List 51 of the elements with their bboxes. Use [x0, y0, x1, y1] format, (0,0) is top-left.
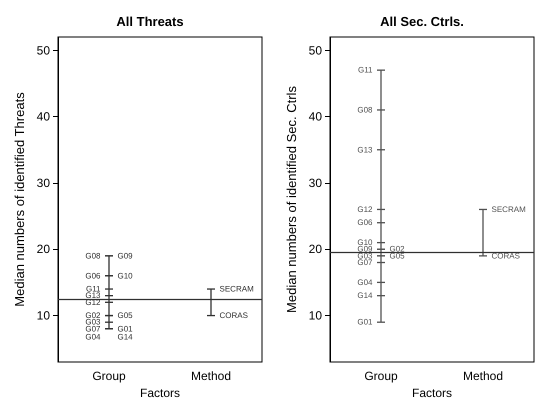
x-tick-label: Group: [364, 369, 398, 383]
y-tick-label: 20: [308, 242, 322, 256]
y-tick-label: 30: [308, 176, 322, 190]
data-label: G14: [357, 291, 374, 300]
y-tick-label: 50: [36, 43, 50, 58]
data-label: G06: [357, 218, 374, 228]
y-axis-title: Median numbers of identified Threats: [12, 92, 27, 307]
data-label: G10: [357, 238, 374, 248]
data-label: G14: [118, 332, 134, 342]
x-axis-title: Factors: [412, 386, 452, 400]
data-label: G13: [85, 291, 102, 300]
data-label: G04: [85, 332, 102, 342]
data-label: G11: [358, 66, 374, 75]
data-label: SECRAM: [492, 204, 526, 214]
data-label: G08: [85, 251, 102, 260]
y-tick-label: 50: [308, 43, 322, 58]
x-axis-title: Factors: [140, 386, 180, 400]
data-label: G09: [118, 251, 134, 260]
data-label: SECRAM: [220, 284, 254, 294]
chart-title: All Threats: [116, 14, 184, 29]
data-label: G07: [357, 258, 374, 268]
data-label: G12: [357, 204, 374, 214]
data-label: G07: [85, 324, 102, 334]
data-label: G11: [86, 284, 102, 294]
y-tick-label: 30: [36, 176, 50, 190]
x-tick-label: Group: [92, 369, 126, 383]
data-label: G03: [357, 251, 374, 260]
y-tick-label: 40: [308, 110, 322, 124]
y-tick-label: 10: [308, 308, 322, 323]
data-label: G09: [357, 244, 374, 254]
data-label: G08: [357, 105, 374, 114]
x-tick-label: Method: [462, 369, 504, 383]
chart-title: All Sec. Ctrls.: [380, 14, 464, 29]
data-label: G06: [85, 271, 102, 280]
y-tick-label: 40: [36, 110, 50, 124]
data-label: CORAS: [220, 311, 248, 320]
data-label: G02: [390, 244, 406, 254]
data-label: G13: [357, 145, 374, 154]
data-label: G03: [85, 318, 102, 327]
data-label: G05: [390, 251, 406, 260]
data-label: G05: [118, 311, 134, 320]
x-tick-label: Method: [190, 369, 232, 383]
y-axis-title: Median numbers of identified Sec. Ctrls: [284, 86, 299, 313]
y-tick-label: 10: [36, 308, 50, 323]
data-label: G04: [357, 278, 374, 287]
data-label: G10: [118, 271, 134, 280]
data-label: CORAS: [492, 251, 520, 260]
data-label: G02: [85, 311, 102, 320]
data-label: G01: [357, 318, 374, 327]
data-label: G01: [118, 324, 134, 334]
y-tick-label: 20: [36, 242, 50, 256]
